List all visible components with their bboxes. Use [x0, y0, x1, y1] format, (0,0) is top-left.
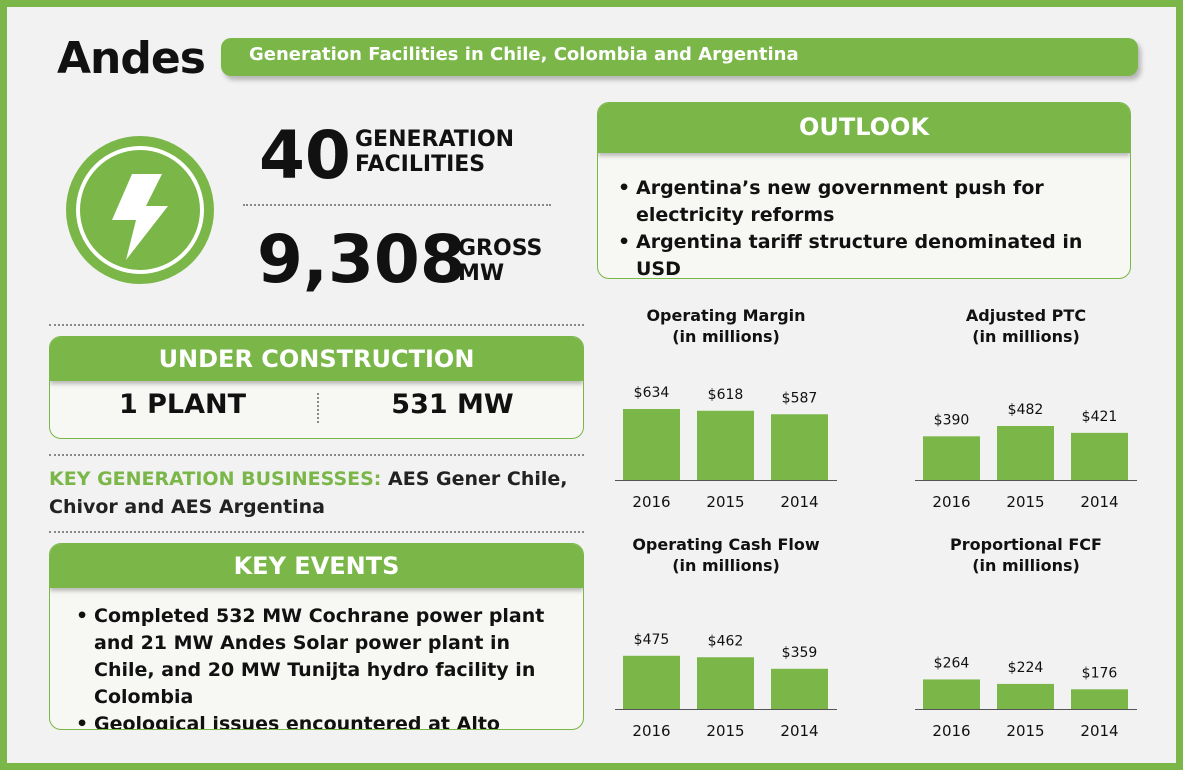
- facilities-label: GENERATION FACILITIES: [355, 127, 515, 178]
- key-events-title: KEY EVENTS: [50, 544, 583, 588]
- divider: [243, 204, 551, 206]
- chart-subtitle: (in millions): [972, 556, 1080, 575]
- outlook-card: OUTLOOK Argentina’s new government push …: [597, 102, 1131, 279]
- bar: [1071, 689, 1128, 709]
- bar: [923, 679, 980, 709]
- chart-plot: $390 2016 $482 2015 $421 2014: [915, 402, 1137, 511]
- chart-plot: $264 2016 $224 2015 $176 2014: [915, 655, 1137, 740]
- data-label: $462: [708, 633, 744, 649]
- bar: [923, 436, 980, 480]
- tick-label: 2016: [632, 493, 670, 511]
- construction-capacity: 531 MW: [391, 389, 514, 420]
- chart-subtitle: (in millions): [672, 556, 780, 575]
- tick-label: 2014: [1080, 493, 1118, 511]
- bar: [623, 655, 680, 709]
- key-events-card: KEY EVENTS Completed 532 MW Cochrane pow…: [49, 543, 584, 730]
- under-construction-title: UNDER CONSTRUCTION: [50, 337, 583, 381]
- divider: [49, 531, 584, 533]
- chart-plot: $634 2016 $618 2015 $587 2014: [615, 385, 837, 511]
- under-construction-card: UNDER CONSTRUCTION 1 PLANT 531 MW: [49, 336, 584, 439]
- key-generation-businesses: KEY GENERATION BUSINESSES: AES Gener Chi…: [49, 468, 568, 518]
- lightning-bolt-icon: [64, 134, 216, 286]
- bar: [623, 408, 680, 480]
- list-item: Argentina’s new government push for elec…: [616, 175, 1112, 229]
- chart-subtitle: (in millions): [672, 327, 780, 346]
- chart-title: Operating Margin: [646, 306, 806, 325]
- tick-label: 2015: [706, 493, 744, 511]
- key-events-list: Completed 532 MW Cochrane power plant an…: [50, 588, 583, 729]
- facilities-count: 40: [259, 117, 351, 194]
- tick-label: 2014: [1080, 722, 1118, 740]
- operating-margin-chart: Operating Margin (in millions) $634 2016 $…: [611, 305, 841, 515]
- tick-label: 2016: [932, 722, 970, 740]
- list-item: Argentina tariff structure denominated i…: [616, 229, 1112, 278]
- data-label: $390: [934, 412, 970, 428]
- tick-label: 2015: [1006, 722, 1044, 740]
- list-item: Geological issues encountered at Alto Ma…: [74, 711, 563, 729]
- chart-title: Operating Cash Flow: [632, 535, 820, 554]
- bar: [1071, 432, 1128, 480]
- adjusted-ptc-chart: Adjusted PTC (in millions) $390 2016 $482 2…: [911, 305, 1141, 515]
- data-label: $618: [708, 387, 744, 403]
- chart-title: Proportional FCF: [950, 535, 1102, 554]
- gross-mw-value: 9,308: [257, 221, 466, 298]
- page-title: Andes: [57, 33, 206, 84]
- tick-label: 2014: [780, 493, 818, 511]
- bar: [771, 414, 828, 480]
- gross-mw-label: GROSS MW: [458, 236, 543, 287]
- outlook-list: Argentina’s new government push for elec…: [598, 153, 1130, 278]
- bar: [997, 683, 1054, 709]
- divider: [49, 454, 584, 456]
- chart-plot: $475 2016 $462 2015 $359 2014: [615, 632, 837, 740]
- bar: [997, 426, 1054, 480]
- bar: [771, 668, 828, 709]
- tick-label: 2015: [1006, 493, 1044, 511]
- tick-label: 2016: [932, 493, 970, 511]
- tick-label: 2014: [780, 722, 818, 740]
- operating-cash-flow-chart: Operating Cash Flow (in millions) $475 20…: [611, 534, 841, 744]
- proportional-fcf-chart: Proportional FCF (in millions) $264 2016 $…: [911, 534, 1141, 744]
- list-item: Completed 532 MW Cochrane power plant an…: [74, 603, 563, 711]
- divider: [317, 393, 319, 423]
- data-label: $634: [634, 385, 670, 401]
- data-label: $224: [1008, 660, 1044, 676]
- chart-subtitle: (in millions): [972, 327, 1080, 346]
- bar: [697, 657, 754, 709]
- tick-label: 2016: [632, 722, 670, 740]
- data-label: $482: [1008, 402, 1044, 418]
- chart-title: Adjusted PTC: [965, 306, 1087, 325]
- header-banner: Generation Facilities in Chile, Colombia…: [221, 38, 1138, 76]
- tick-label: 2015: [706, 722, 744, 740]
- outlook-title: OUTLOOK: [598, 103, 1130, 153]
- data-label: $176: [1082, 665, 1118, 681]
- data-label: $475: [634, 632, 670, 648]
- divider: [49, 324, 584, 326]
- data-label: $359: [782, 645, 818, 661]
- bar: [697, 410, 754, 480]
- data-label: $264: [934, 655, 970, 671]
- data-label: $421: [1082, 409, 1118, 425]
- plant-count: 1 PLANT: [118, 389, 247, 420]
- data-label: $587: [782, 390, 818, 406]
